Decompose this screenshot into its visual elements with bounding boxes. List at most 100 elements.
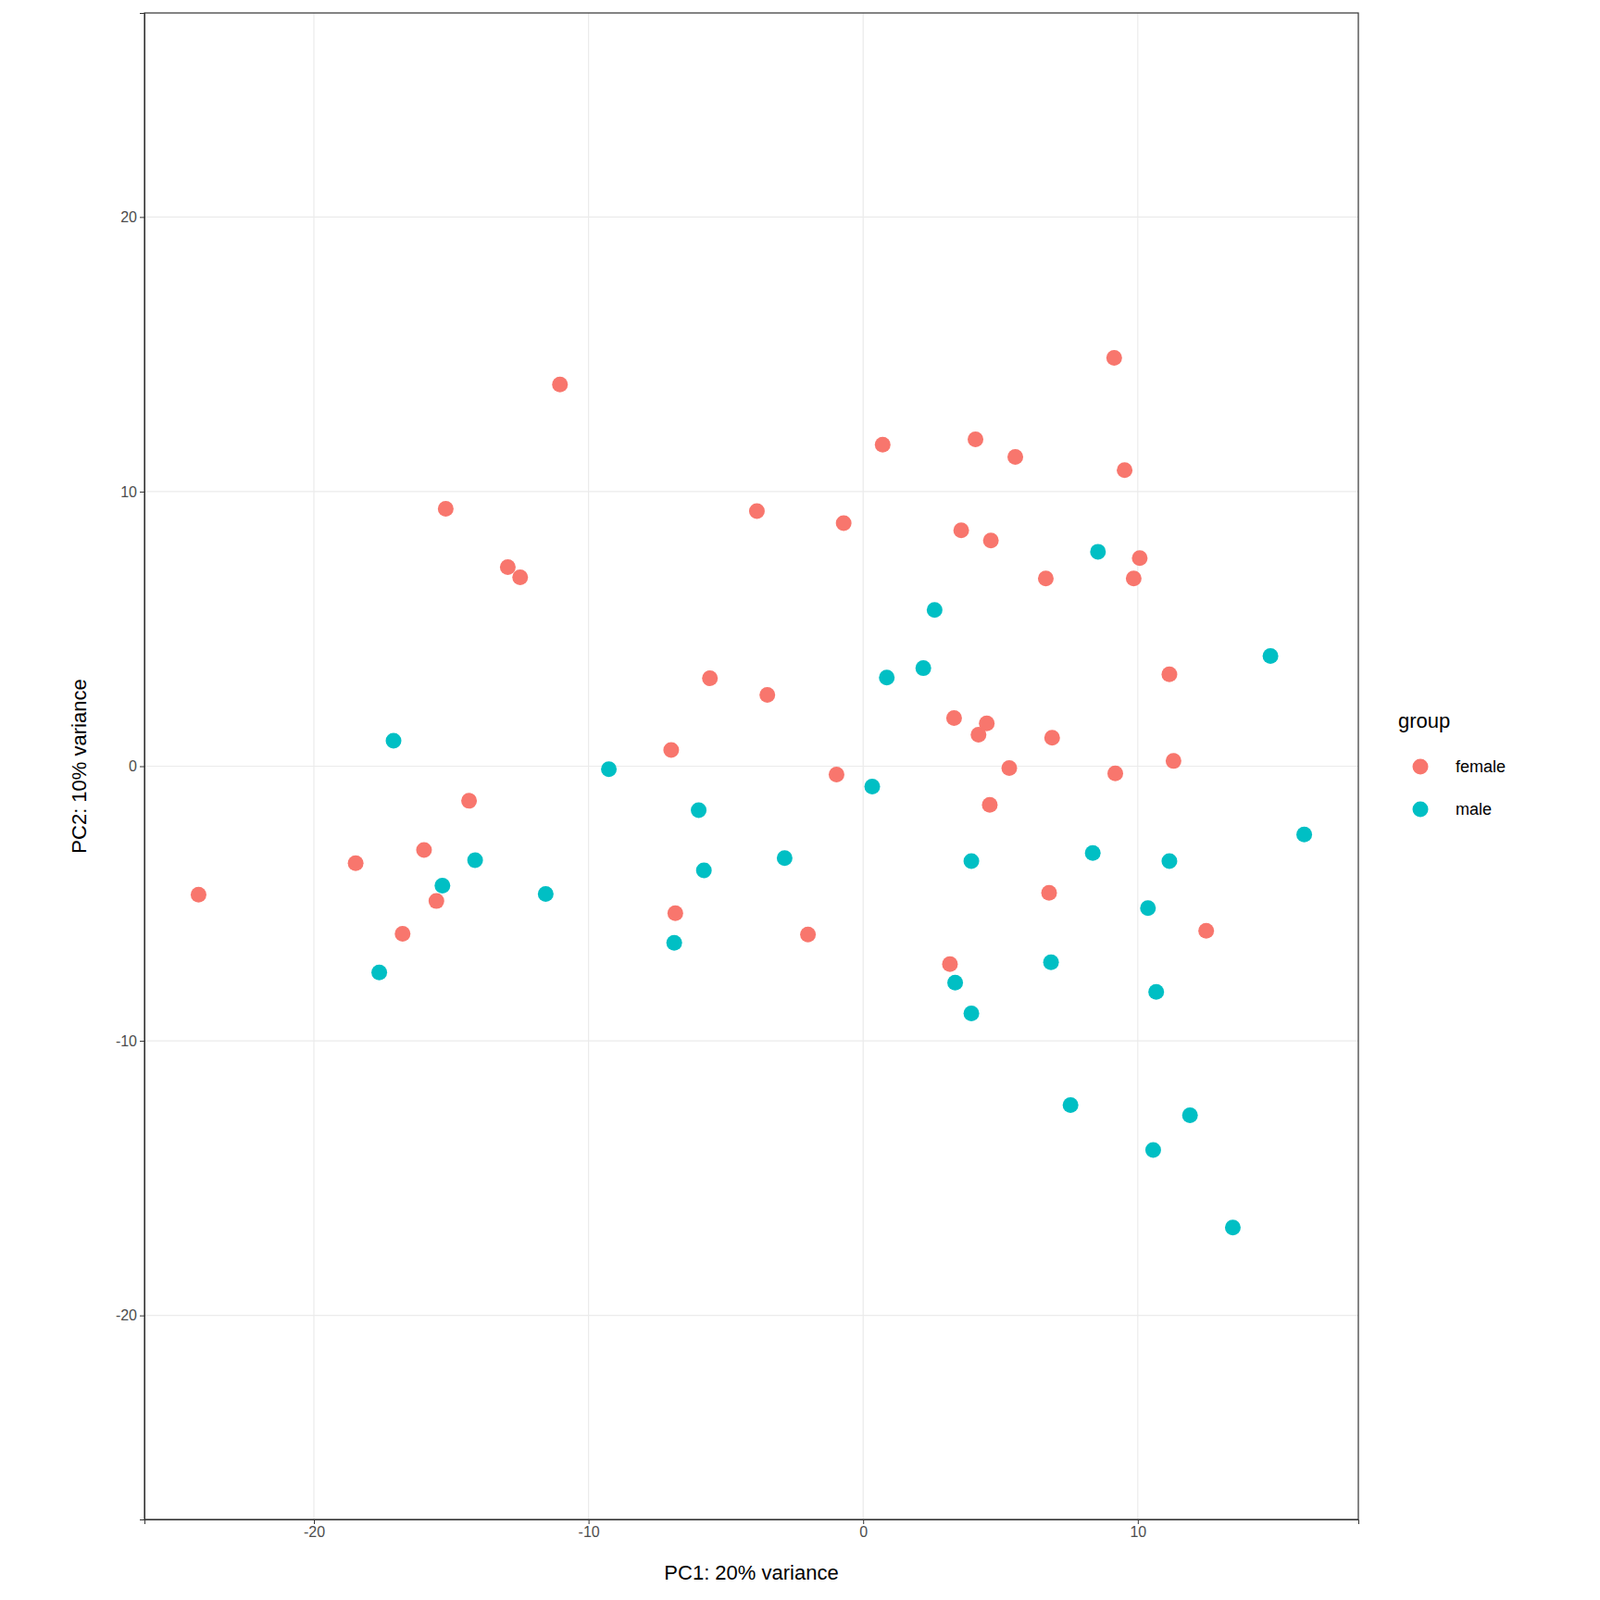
point bbox=[1165, 752, 1182, 769]
axis-line bbox=[145, 1520, 1360, 1525]
point bbox=[666, 935, 683, 951]
tick-mark bbox=[139, 491, 145, 493]
grid-line-y bbox=[144, 1314, 1359, 1316]
point bbox=[667, 905, 684, 922]
point bbox=[828, 766, 845, 783]
chart: -20 -10 0 10 -20 -10 0 10 20 PC1: 20% variance PC2… bbox=[0, 0, 1600, 1600]
tick-mark bbox=[588, 1519, 590, 1525]
point bbox=[394, 925, 411, 942]
point bbox=[1116, 462, 1133, 478]
point bbox=[428, 893, 445, 910]
point bbox=[800, 926, 816, 943]
point bbox=[953, 522, 970, 538]
tick-mark bbox=[1137, 1519, 1139, 1525]
point bbox=[662, 742, 679, 759]
point bbox=[864, 778, 881, 795]
point bbox=[415, 841, 432, 858]
point bbox=[537, 886, 554, 902]
point bbox=[1148, 984, 1164, 1000]
point bbox=[1001, 760, 1018, 776]
point bbox=[1107, 765, 1124, 782]
background bbox=[0, 0, 1600, 1600]
tick: -10 bbox=[115, 1033, 145, 1050]
point bbox=[947, 975, 963, 991]
point bbox=[759, 687, 775, 703]
tick-label: -10 bbox=[578, 1524, 600, 1540]
point bbox=[461, 792, 477, 809]
tick: -20 bbox=[303, 1519, 325, 1540]
point bbox=[600, 761, 617, 777]
legend-label: female bbox=[1455, 757, 1506, 776]
plot-frame bbox=[144, 12, 1359, 1520]
tick-label: 20 bbox=[120, 209, 138, 225]
grid-line-y bbox=[144, 216, 1359, 218]
point bbox=[926, 601, 943, 618]
point bbox=[978, 715, 995, 732]
tick: -10 bbox=[578, 1519, 600, 1540]
tick-label: 10 bbox=[1129, 1524, 1147, 1540]
point bbox=[1145, 1142, 1162, 1159]
legend: group female male bbox=[1398, 709, 1506, 819]
point bbox=[1198, 923, 1214, 939]
point bbox=[1106, 350, 1123, 366]
point bbox=[1062, 1097, 1079, 1113]
grid-line-y bbox=[144, 1039, 1359, 1041]
point bbox=[437, 500, 454, 517]
point bbox=[371, 964, 388, 981]
point bbox=[963, 853, 980, 870]
tick-label: 0 bbox=[859, 1524, 868, 1540]
point bbox=[690, 801, 707, 818]
tick-label: 0 bbox=[128, 758, 138, 775]
tick-label: -20 bbox=[115, 1307, 138, 1324]
point bbox=[1296, 826, 1313, 843]
tick-label: 10 bbox=[120, 484, 138, 500]
tick-label: -10 bbox=[115, 1033, 138, 1050]
x-axis-title: PC1: 20% variance bbox=[663, 1561, 838, 1585]
point bbox=[1007, 449, 1024, 465]
point bbox=[941, 956, 958, 973]
point bbox=[1225, 1219, 1241, 1236]
point bbox=[1085, 845, 1101, 862]
y-axis: -20 -10 0 10 20 bbox=[115, 13, 146, 1521]
point bbox=[1161, 853, 1177, 870]
y-axis-title: PC2: 10% variance bbox=[67, 678, 91, 853]
point bbox=[512, 569, 528, 586]
tick-mark bbox=[139, 1040, 145, 1042]
point bbox=[749, 502, 765, 519]
legend-title: group bbox=[1398, 709, 1450, 733]
grid bbox=[144, 12, 1359, 1520]
point bbox=[1125, 570, 1142, 587]
tick: 10 bbox=[120, 484, 145, 500]
point bbox=[967, 431, 984, 448]
point bbox=[500, 559, 516, 575]
point bbox=[551, 376, 568, 393]
point bbox=[386, 732, 402, 749]
point bbox=[1089, 543, 1106, 560]
point bbox=[1262, 648, 1279, 664]
tick-mark bbox=[139, 1315, 145, 1317]
point bbox=[875, 437, 891, 453]
point bbox=[981, 797, 998, 813]
point bbox=[1131, 550, 1148, 566]
legend-key bbox=[1412, 801, 1429, 818]
point bbox=[836, 515, 852, 532]
tick-mark bbox=[313, 1519, 315, 1525]
point bbox=[983, 532, 1000, 549]
point bbox=[1044, 729, 1061, 746]
point bbox=[1139, 900, 1156, 916]
point bbox=[915, 660, 932, 676]
grid-line-y bbox=[144, 490, 1359, 492]
legend-key bbox=[1412, 759, 1429, 775]
legend-label: male bbox=[1455, 800, 1492, 819]
point bbox=[1161, 666, 1177, 683]
tick-mark bbox=[862, 1519, 864, 1525]
point bbox=[878, 669, 895, 686]
tick-label: -20 bbox=[303, 1524, 325, 1540]
tick: 0 bbox=[859, 1519, 868, 1540]
point bbox=[1043, 954, 1060, 971]
x-axis: -20 -10 0 10 bbox=[145, 1519, 1360, 1540]
point bbox=[467, 851, 484, 868]
tick: 0 bbox=[128, 758, 145, 775]
point bbox=[190, 887, 207, 903]
tick-mark bbox=[139, 216, 145, 218]
